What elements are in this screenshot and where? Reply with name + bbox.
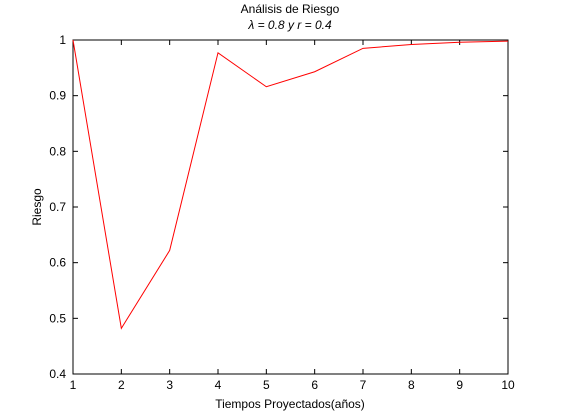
x-tick-label: 3 bbox=[166, 378, 173, 392]
y-tick-label: 1 bbox=[59, 33, 66, 47]
chart-subtitle: λ = 0.8 y r = 0.4 bbox=[247, 18, 332, 32]
x-tick-label: 8 bbox=[408, 378, 415, 392]
y-axis-label: Riesgo bbox=[30, 188, 44, 226]
chart-title: Análisis de Riesgo bbox=[241, 2, 340, 16]
y-tick-label: 0.6 bbox=[49, 256, 66, 270]
x-tick-label: 9 bbox=[456, 378, 463, 392]
data-series bbox=[72, 39, 509, 330]
x-tick-label: 4 bbox=[215, 378, 222, 392]
x-tick-label: 6 bbox=[311, 378, 318, 392]
y-tick-label: 0.5 bbox=[49, 311, 66, 325]
y-tick-label: 0.9 bbox=[49, 89, 66, 103]
x-tick-label: 1 bbox=[70, 378, 77, 392]
x-tick-label: 2 bbox=[118, 378, 125, 392]
axis-tick-labels: 1 2 3 4 5 6 7 8 9 10 0.4 0.5 0.6 0.7 0.8 0.9 1 bbox=[49, 33, 515, 392]
x-axis-label: Tiempos Proyectados(años) bbox=[215, 397, 365, 411]
x-tick-label: 7 bbox=[360, 378, 367, 392]
x-tick-label: 5 bbox=[263, 378, 270, 392]
y-tick-label: 0.4 bbox=[49, 367, 66, 381]
plot-area bbox=[72, 39, 509, 375]
series-line bbox=[72, 39, 509, 330]
y-tick-label: 0.7 bbox=[49, 200, 66, 214]
x-tick-label: 10 bbox=[501, 378, 515, 392]
y-tick-label: 0.8 bbox=[49, 144, 66, 158]
